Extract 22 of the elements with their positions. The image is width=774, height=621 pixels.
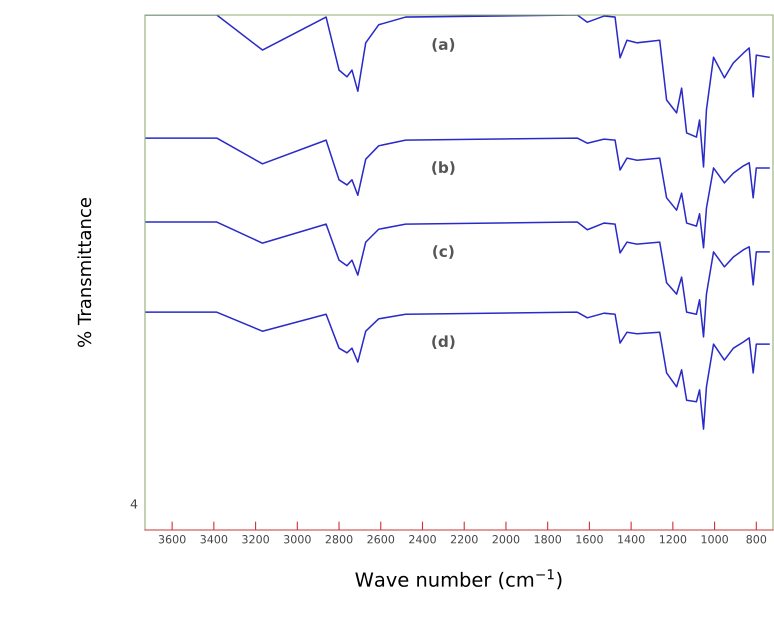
x-tick-label: 2200 [450, 535, 478, 544]
x-tick-label: 2800 [326, 535, 352, 544]
x-tick-label: 1200 [660, 535, 686, 544]
x-tick-label: 3000 [284, 535, 311, 544]
x-tick-label: 3200 [242, 535, 269, 544]
x-tick-label: 1400 [618, 535, 645, 544]
x-tick-label: 800 [746, 535, 766, 544]
y-axis-title: % Transmittance [77, 198, 92, 347]
x-tick-label: 1800 [534, 535, 562, 544]
series-label: (c) [433, 245, 454, 259]
x-tick-label: 1600 [576, 535, 603, 544]
series-label: (b) [432, 161, 454, 175]
x-tick-label: 3400 [200, 535, 228, 544]
x-tick-label: 2000 [492, 535, 520, 544]
series-label: (a) [432, 38, 454, 52]
x-tick-label: 1000 [702, 535, 728, 544]
x-tick-label: 3600 [158, 535, 186, 544]
x-tick-label: 2600 [367, 535, 394, 544]
text: 4 [130, 499, 138, 508]
series-label: (d) [432, 335, 454, 349]
x-tick-label: 2400 [409, 535, 436, 544]
x-axis-title: Wave number (cm$^{−1}$) [355, 569, 562, 590]
